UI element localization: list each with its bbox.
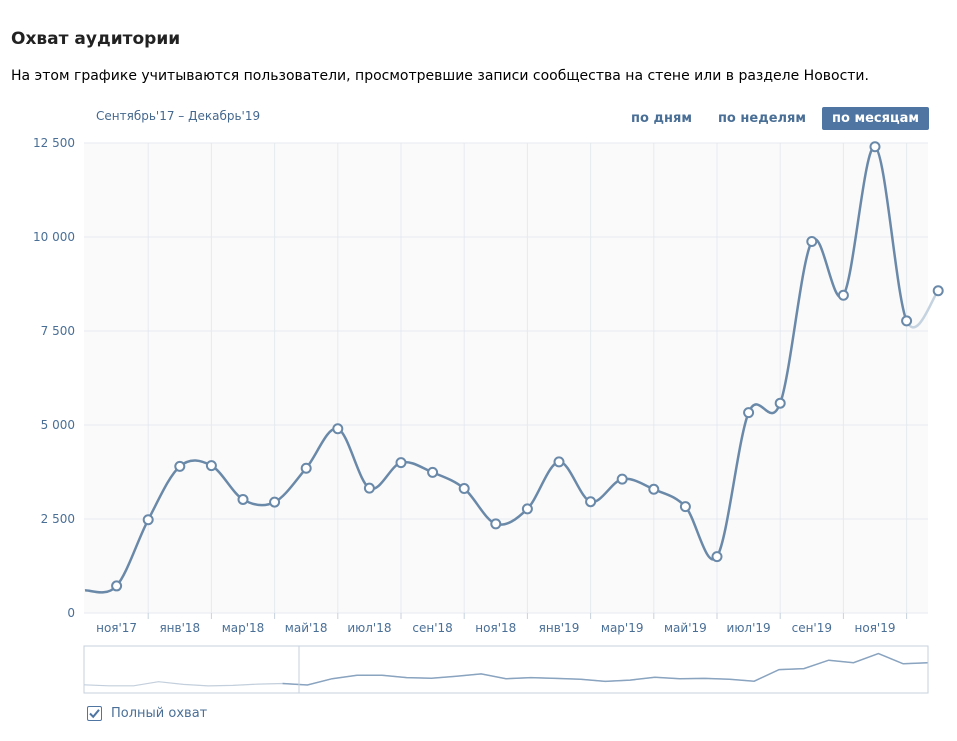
x-tick-label: сен'19	[792, 621, 832, 635]
legend-label[interactable]: Полный охват	[111, 706, 208, 721]
x-tick-label: мар'19	[601, 621, 644, 635]
y-tick-label: 12 500	[33, 136, 75, 150]
data-point[interactable]	[427, 466, 439, 478]
data-point[interactable]	[648, 483, 660, 495]
period-tabs: по дням по неделям по месяцам	[621, 107, 929, 130]
data-point[interactable]	[901, 315, 913, 327]
check-icon	[89, 709, 100, 719]
data-point[interactable]	[490, 518, 502, 530]
legend-checkbox[interactable]	[87, 706, 102, 721]
data-point[interactable]	[837, 289, 849, 301]
x-tick-label: июл'18	[347, 621, 391, 635]
data-point[interactable]	[142, 514, 154, 526]
x-tick-label: янв'18	[159, 621, 200, 635]
tab-by-months[interactable]: по месяцам	[822, 107, 929, 130]
data-point[interactable]	[174, 460, 186, 472]
series-line	[84, 145, 908, 594]
x-tick-label: ноя'19	[855, 621, 896, 635]
x-tick-label: май'18	[285, 621, 328, 635]
x-tick-label: ноя'17	[96, 621, 137, 635]
x-axis: ноя'17 янв'18 мар'18 май'18 июл'18 сен'18 ноя'…	[96, 613, 908, 635]
legend: Полный охват	[87, 706, 207, 721]
data-point[interactable]	[743, 407, 755, 419]
data-point[interactable]	[332, 423, 344, 435]
x-tick-label: мар'18	[222, 621, 265, 635]
data-point[interactable]	[521, 503, 533, 515]
data-point[interactable]	[774, 397, 786, 409]
y-tick-label: 7 500	[41, 324, 75, 338]
range-navigator[interactable]	[83, 645, 929, 694]
data-point[interactable]	[395, 457, 407, 469]
y-tick-label: 0	[67, 606, 75, 620]
x-tick-label: сен'18	[412, 621, 452, 635]
data-point[interactable]	[869, 141, 881, 153]
data-point[interactable]	[363, 482, 375, 494]
period-label: Сентябрь'17 – Декабрь'19	[96, 109, 261, 123]
data-point[interactable]	[300, 462, 312, 474]
data-point[interactable]	[237, 493, 249, 505]
data-point[interactable]	[932, 285, 944, 297]
data-point[interactable]	[458, 483, 470, 495]
tab-by-days[interactable]: по дням	[631, 111, 692, 126]
y-tick-label: 5 000	[41, 418, 75, 432]
data-point[interactable]	[553, 456, 565, 468]
data-point[interactable]	[585, 496, 597, 508]
x-tick-label: май'19	[664, 621, 707, 635]
navigator-line-selected	[282, 652, 929, 686]
y-tick-label: 10 000	[33, 230, 75, 244]
page-title: Охват аудитории	[11, 29, 181, 49]
data-point[interactable]	[111, 580, 123, 592]
y-tick-label: 2 500	[41, 512, 75, 526]
x-tick-label: июл'19	[727, 621, 771, 635]
tab-by-weeks[interactable]: по неделям	[717, 111, 807, 126]
data-point[interactable]	[205, 460, 217, 472]
page-subtitle: На этом графике учитываются пользователи…	[11, 68, 869, 84]
gridlines	[84, 142, 928, 614]
x-tick-label: ноя'18	[475, 621, 516, 635]
x-tick-label: янв'19	[539, 621, 580, 635]
series-points	[111, 141, 944, 592]
plot-area	[84, 143, 928, 613]
data-point[interactable]	[269, 496, 281, 508]
data-point[interactable]	[806, 236, 818, 248]
data-point[interactable]	[679, 501, 691, 513]
data-point[interactable]	[616, 473, 628, 485]
data-point[interactable]	[711, 551, 723, 563]
y-axis: 0 2 500 5 000 7 500 10 000 12 500	[33, 136, 75, 620]
